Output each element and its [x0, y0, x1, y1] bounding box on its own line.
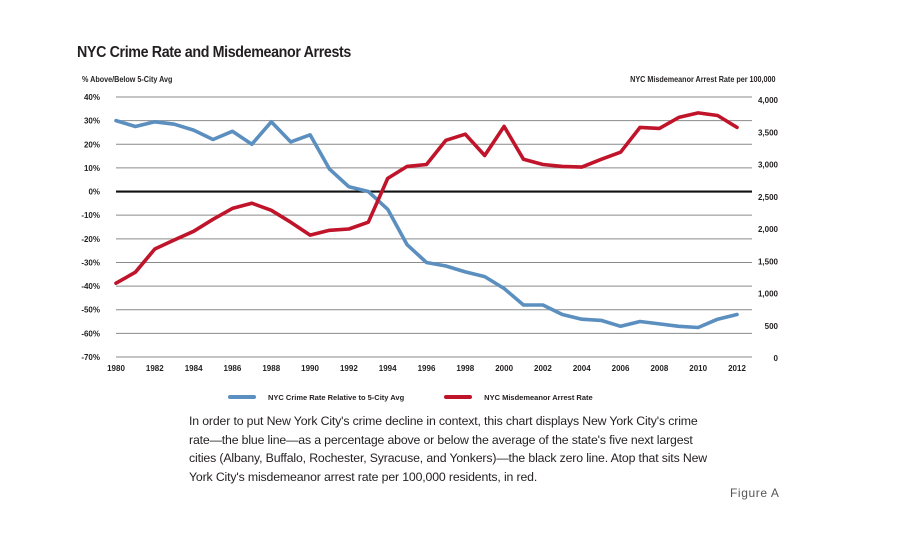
y-tick-label: -50% — [81, 306, 100, 315]
gridlines — [116, 96, 752, 358]
right-axis-ticks: 4,000 3,500 3,000 2,500 2,000 1,500 1,000 500 0 — [758, 96, 779, 363]
x-tick-label: 2006 — [612, 364, 630, 373]
x-tick-label: 1990 — [301, 364, 319, 373]
legend-swatch-red — [444, 395, 473, 399]
y-tick-label: -10% — [81, 211, 100, 220]
y2-tick-label: 500 — [765, 322, 779, 331]
y-tick-label: 0% — [88, 188, 100, 197]
legend-label: NYC Crime Rate Relative to 5-City Avg — [268, 392, 405, 402]
x-tick-label: 1992 — [340, 364, 358, 373]
legend-label: NYC Misdemeanor Arrest Rate — [484, 392, 593, 402]
arrest-rate-line — [114, 111, 739, 286]
y2-tick-label: 2,500 — [758, 193, 779, 202]
y2-tick-label: 1,500 — [758, 257, 779, 266]
x-tick-label: 2004 — [573, 364, 591, 373]
y2-tick-label: 4,000 — [758, 96, 779, 105]
y2-tick-label: 2,000 — [758, 225, 779, 234]
series-lines — [114, 111, 739, 330]
y2-tick-label: 3,000 — [758, 161, 779, 170]
x-tick-label: 2012 — [728, 364, 746, 373]
y-tick-label: -40% — [81, 282, 100, 291]
left-axis-title: % Above/Below 5-City Avg — [82, 75, 173, 84]
chart-title: NYC Crime Rate and Misdemeanor Arrests — [77, 44, 351, 61]
legend-item-arrest-rate: NYC Misdemeanor Arrest Rate — [444, 393, 593, 402]
x-tick-label: 1996 — [418, 364, 436, 373]
x-tick-label: 2002 — [534, 364, 552, 373]
x-tick-label: 2010 — [689, 364, 707, 373]
y-tick-label: 10% — [84, 164, 100, 173]
y-tick-label: -20% — [81, 235, 100, 244]
y-tick-label: -30% — [81, 258, 100, 267]
x-axis-ticks: 1980 1982 1984 1986 1988 1990 1992 1994 1996 1998… — [107, 364, 746, 373]
y-tick-label: -70% — [81, 353, 100, 362]
crime-rate-line — [114, 118, 739, 330]
figure-label: Figure A — [730, 486, 780, 500]
y2-tick-label: 3,500 — [758, 128, 779, 137]
x-tick-label: 2000 — [495, 364, 513, 373]
y-tick-label: 40% — [84, 93, 100, 102]
x-tick-label: 1994 — [379, 364, 397, 373]
legend-item-crime-rate: NYC Crime Rate Relative to 5-City Avg — [228, 393, 404, 402]
x-tick-label: 1986 — [224, 364, 242, 373]
y-tick-label: 30% — [84, 117, 100, 126]
y2-tick-label: 1,000 — [758, 290, 779, 299]
figure-caption: In order to put New York City's crime de… — [189, 414, 707, 484]
right-axis-title: NYC Misdemeanor Arrest Rate per 100,000 — [630, 75, 776, 84]
x-tick-label: 1984 — [185, 364, 203, 373]
legend-swatch-blue — [228, 395, 256, 399]
x-tick-label: 1998 — [456, 364, 474, 373]
x-tick-label: 1982 — [146, 364, 164, 373]
x-tick-label: 1980 — [107, 364, 125, 373]
left-axis-ticks: 40% 30% 20% 10% 0% -10% -20% -30% -40% -50% -60% -7… — [81, 93, 100, 362]
y-tick-label: 20% — [84, 140, 100, 149]
x-tick-label: 1988 — [262, 364, 280, 373]
legend: NYC Crime Rate Relative to 5-City Avg NY… — [228, 389, 633, 405]
y-tick-label: -60% — [81, 329, 100, 338]
y2-tick-label: 0 — [774, 354, 779, 363]
x-tick-label: 2008 — [650, 364, 668, 373]
